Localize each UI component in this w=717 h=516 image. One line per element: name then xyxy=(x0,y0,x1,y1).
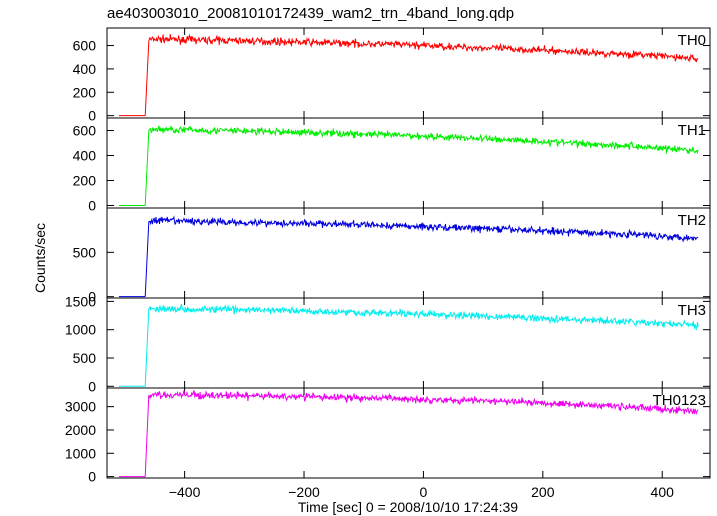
y-tick-label: 200 xyxy=(73,173,97,189)
panel-th0123: 0 1000 2000 3000 TH0123 xyxy=(65,387,711,485)
y-tick-label: 400 xyxy=(73,61,97,77)
series-th0 xyxy=(144,33,699,116)
panel-label: TH2 xyxy=(678,212,706,229)
series-th0123 xyxy=(144,390,699,477)
y-tick-label: 3000 xyxy=(65,399,96,415)
x-tick-label: −200 xyxy=(288,484,320,500)
y-tick-label: 1500 xyxy=(65,293,96,309)
y-tick-label: 500 xyxy=(73,350,97,366)
panel-th3: 0 500 1000 1500 TH3 xyxy=(65,293,711,394)
y-tick-label: 200 xyxy=(73,84,97,100)
panel-th2: 0 500 TH2 xyxy=(73,207,711,305)
panel-frame xyxy=(106,27,711,119)
panel-label: TH3 xyxy=(678,302,706,319)
y-axis-label: Counts/sec xyxy=(32,223,48,293)
panel-label: TH0123 xyxy=(653,392,706,409)
panel-label: TH1 xyxy=(678,122,706,139)
panel-frame xyxy=(106,387,711,479)
x-axis-label: Time [sec] 0 = 2008/10/10 17:24:39 xyxy=(298,499,518,515)
x-tick-label: 400 xyxy=(651,484,675,500)
panel-label: TH0 xyxy=(678,32,706,49)
panels-group: 0 200 400 600 TH0 0 200 400 600 TH1 0 500 TH2 0 500 100… xyxy=(65,27,711,500)
panel-th1: 0 200 400 600 TH1 xyxy=(73,117,711,214)
y-tick-label: 2000 xyxy=(65,422,96,438)
series-th2 xyxy=(144,215,699,297)
panel-th0: 0 200 400 600 TH0 xyxy=(73,27,711,124)
y-tick-label: 400 xyxy=(73,148,97,164)
series-th1 xyxy=(144,125,699,206)
x-tick-label: 200 xyxy=(531,484,555,500)
x-tick-label: 0 xyxy=(420,484,428,500)
y-tick-label: 600 xyxy=(73,38,97,54)
x-tick-label: −400 xyxy=(169,484,201,500)
series-th3 xyxy=(144,303,699,387)
y-tick-label: 0 xyxy=(88,198,96,214)
y-tick-label: 0 xyxy=(88,378,96,394)
y-tick-label: 0 xyxy=(88,289,96,305)
y-tick-label: 0 xyxy=(88,469,96,485)
y-tick-label: 1000 xyxy=(65,445,96,461)
chart-title: ae403003010_20081010172439_wam2_trn_4ban… xyxy=(107,5,514,22)
y-tick-label: 500 xyxy=(73,244,97,260)
y-tick-label: 0 xyxy=(88,108,96,124)
y-tick-label: 600 xyxy=(73,123,97,139)
y-tick-label: 1000 xyxy=(65,322,96,338)
